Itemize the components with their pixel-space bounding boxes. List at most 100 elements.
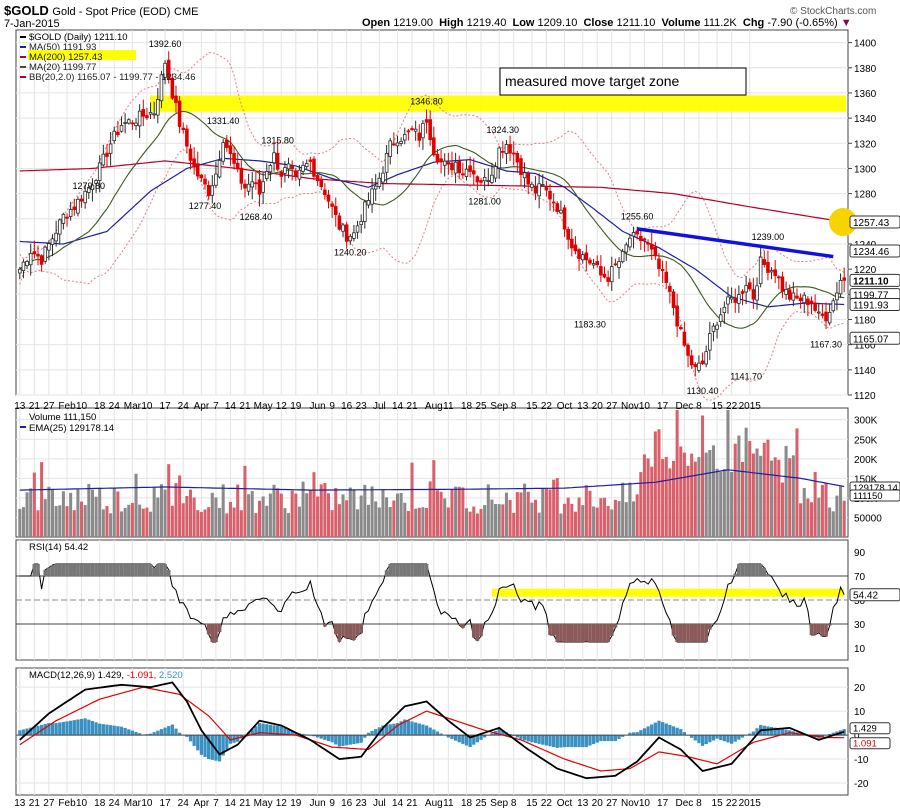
macd-histogram-bar	[573, 735, 578, 748]
macd-histogram-bar	[464, 735, 469, 746]
macd-histogram-bar	[559, 735, 563, 748]
volume-bar	[490, 499, 494, 537]
price-y-tick-label: 1140	[854, 366, 876, 377]
volume-bar	[254, 513, 258, 537]
candle-body	[635, 230, 639, 235]
macd-histogram-bar	[174, 728, 178, 736]
macd-histogram-bar	[348, 735, 352, 745]
macd-y-tick-label: 20	[854, 683, 866, 694]
macd-right-label-box	[849, 722, 891, 735]
volume-bar	[76, 489, 80, 537]
macd-histogram-bar	[544, 735, 549, 746]
candle-body	[468, 165, 472, 172]
candle-body	[294, 170, 298, 177]
x-tick-label-top: 18	[461, 401, 473, 412]
candle-body	[551, 201, 556, 204]
x-tick-label-top: 10	[76, 401, 88, 412]
legend-label: $GOLD (Daily) 1211.10	[29, 32, 128, 43]
volume-bar	[345, 500, 349, 537]
volume-bar	[501, 504, 505, 537]
macd-histogram-bar	[828, 733, 832, 736]
macd-histogram-bar	[276, 725, 280, 736]
ma50-line	[19, 157, 845, 308]
candle-body	[762, 259, 767, 265]
macd-histogram-bar	[599, 735, 603, 742]
candle-body	[439, 158, 443, 163]
macd-histogram-bar	[740, 735, 745, 738]
volume-bar	[130, 502, 134, 537]
volume-bar	[94, 496, 98, 537]
candle-body	[399, 140, 403, 144]
macd-histogram-bar	[453, 735, 458, 741]
macd-histogram-bar	[156, 730, 160, 736]
macd-histogram-bar	[319, 735, 323, 739]
candle-body	[275, 152, 280, 170]
macd-histogram-bar	[261, 723, 265, 736]
candle-body	[119, 125, 124, 132]
volume-bar	[566, 497, 570, 537]
volume-y-tick-label: 200K	[854, 455, 878, 466]
candle-body	[526, 173, 531, 185]
legend-highlight	[28, 50, 136, 60]
volume-bar	[163, 489, 167, 537]
volume-bar	[828, 507, 832, 537]
macd-histogram-bar	[715, 735, 719, 739]
candle-body	[28, 253, 33, 266]
candle-body	[722, 306, 727, 313]
volume-bar	[770, 460, 774, 537]
candle-body	[708, 333, 712, 351]
volume-bar	[141, 508, 145, 537]
macd-histogram-bar	[562, 735, 567, 748]
candle-body	[417, 132, 422, 141]
volume-bar	[464, 508, 469, 537]
x-tick-label-bottom: 16	[341, 798, 353, 809]
volume-bar	[806, 498, 810, 537]
candle-body	[522, 172, 527, 179]
candle-body	[413, 128, 418, 132]
macd-histogram-bar	[475, 735, 480, 743]
volume-bar	[316, 496, 320, 537]
candle-body	[482, 176, 487, 182]
volume-bar	[544, 488, 548, 537]
candle-body	[392, 143, 396, 146]
x-tick-label-top: May	[254, 401, 273, 412]
x-tick-label-bottom: 9	[329, 798, 335, 809]
macd-histogram-bar	[515, 735, 519, 738]
macd-panel-frame	[15, 667, 849, 796]
volume-bar	[61, 491, 65, 537]
macd-histogram-bar	[108, 725, 113, 736]
volume-bar	[352, 489, 356, 537]
macd-histogram-bar	[315, 735, 320, 738]
volume-bar	[799, 503, 803, 537]
volume-bar	[152, 486, 156, 537]
candle-body	[217, 159, 222, 178]
candle-body	[595, 261, 600, 266]
price-right-label: 1257.43	[853, 218, 890, 229]
price-annotation: 1268.40	[240, 212, 273, 222]
macd-histogram-bar	[693, 735, 697, 741]
x-tick-label-top: 27	[606, 401, 618, 412]
legend-label: MA(20) 1199.77	[29, 62, 96, 73]
price-right-label-box	[849, 273, 900, 287]
candle-body	[795, 295, 799, 299]
macd-histogram-bar	[359, 735, 363, 743]
macd-histogram-bar	[87, 719, 91, 736]
volume-bar	[32, 472, 36, 537]
volume-bar	[755, 448, 759, 537]
volume-bar	[236, 484, 240, 537]
volume-bar	[704, 452, 708, 537]
macd-title-part: 2.520	[156, 670, 182, 681]
candle-body	[617, 261, 621, 268]
x-tick-label-bottom: 14	[392, 798, 404, 809]
volume-bar	[363, 484, 367, 537]
x-tick-label-bottom: Jul	[373, 798, 386, 809]
macd-histogram-bar	[679, 729, 683, 736]
candle-body	[657, 258, 661, 269]
chg-label: Chg	[742, 17, 765, 29]
candle-body	[766, 261, 770, 273]
volume-bar	[443, 498, 447, 537]
volume-bar	[348, 487, 352, 537]
macd-histogram-bar	[152, 732, 156, 736]
volume-bar	[392, 500, 396, 537]
volume-bar	[47, 486, 51, 537]
